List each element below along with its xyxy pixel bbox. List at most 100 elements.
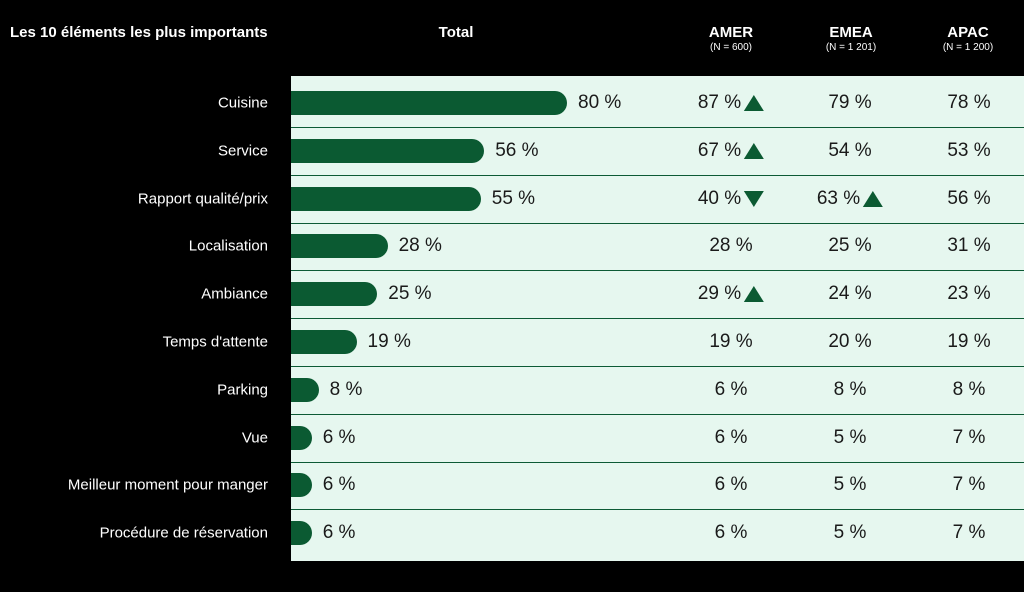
row-divider: [291, 126, 1024, 128]
amer-value: 67 %: [697, 139, 765, 162]
category-label: Localisation: [188, 237, 268, 255]
amer-value-text: 29 %: [697, 283, 742, 305]
emea-value: 5 %: [834, 474, 867, 496]
apac-value: 7 %: [953, 427, 986, 449]
emea-value-text: 79 %: [828, 92, 872, 113]
apac-value-text: 53 %: [947, 139, 991, 161]
emea-value: 20 %: [828, 331, 871, 353]
header-amer: AMER (N = 600): [681, 24, 781, 53]
apac-value-text: 31 %: [947, 235, 991, 257]
emea-value-text: 24 %: [828, 283, 872, 305]
total-value: 8 %: [329, 378, 363, 400]
header-emea-n: (N = 1 201): [825, 42, 877, 53]
total-bar: [291, 377, 319, 402]
row-divider: [291, 174, 1024, 176]
header-amer-n: (N = 600): [710, 42, 752, 53]
amer-value: 6 %: [715, 474, 748, 496]
emea-value: 8 %: [834, 379, 867, 401]
row-divider: [291, 413, 1024, 415]
total-value: 80 %: [578, 92, 622, 113]
total-value: 56 %: [495, 139, 539, 161]
amer-value: 40 %: [697, 187, 765, 210]
emea-value-text: 20 %: [828, 331, 872, 352]
total-bar: [291, 425, 312, 450]
category-label: Vue: [241, 429, 268, 447]
amer-value: 19 %: [709, 331, 752, 353]
header-apac-label: APAC: [947, 24, 989, 41]
apac-value: 7 %: [953, 522, 986, 544]
emea-value: 79 %: [828, 92, 871, 114]
amer-value-text: 87 %: [697, 92, 742, 113]
category-label: Rapport qualité/prix: [137, 190, 268, 208]
total-bar: [291, 234, 388, 259]
chart-panel: 80 % 87 % 79 % 78 % 56 % 67 % 54 % 53 % 55 % 40 %…: [291, 76, 1024, 561]
total-bar: [291, 186, 481, 211]
apac-value-text: 7 %: [952, 474, 986, 496]
row-divider: [291, 509, 1024, 511]
emea-value-text: 8 %: [833, 378, 867, 400]
header-apac-n: (N = 1 200): [942, 42, 994, 53]
apac-value: 8 %: [953, 379, 986, 401]
triangle-down-icon: [744, 190, 765, 207]
category-label: Ambiance: [201, 285, 268, 303]
emea-value-text: 63 %: [816, 187, 861, 209]
amer-value: 6 %: [715, 522, 748, 544]
row-divider: [291, 365, 1024, 367]
amer-value-text: 6 %: [714, 474, 748, 496]
triangle-up-icon: [744, 94, 765, 111]
header-apac: APAC (N = 1 200): [918, 24, 1018, 53]
total-bar: [291, 330, 357, 354]
emea-value: 54 %: [828, 140, 871, 162]
apac-value: 56 %: [947, 188, 990, 210]
emea-value-text: 5 %: [833, 522, 867, 544]
apac-value-text: 7 %: [952, 426, 986, 448]
apac-value-text: 8 %: [952, 378, 986, 400]
row-divider: [291, 461, 1024, 463]
header-emea-label: EMEA: [829, 24, 873, 41]
emea-value-text: 5 %: [833, 426, 867, 448]
emea-value: 25 %: [828, 235, 871, 257]
total-bar: [291, 473, 312, 498]
header-amer-label: AMER: [708, 24, 754, 41]
emea-value-text: 25 %: [828, 235, 872, 257]
apac-value-text: 7 %: [952, 522, 986, 544]
apac-value-text: 19 %: [947, 331, 991, 352]
total-value: 25 %: [388, 283, 432, 305]
amer-value-text: 6 %: [714, 426, 748, 448]
apac-value-text: 78 %: [947, 92, 991, 113]
apac-value: 7 %: [953, 474, 986, 496]
triangle-up-icon: [863, 190, 884, 207]
row-divider: [291, 318, 1024, 320]
emea-value-text: 5 %: [833, 474, 867, 496]
total-value: 6 %: [322, 474, 356, 496]
apac-value: 31 %: [947, 235, 990, 257]
row-divider: [291, 270, 1024, 272]
total-value: 28 %: [398, 235, 442, 257]
emea-value: 63 %: [816, 187, 884, 210]
emea-value: 5 %: [834, 522, 867, 544]
amer-value: 6 %: [715, 427, 748, 449]
apac-value: 53 %: [947, 140, 990, 162]
amer-value-text: 67 %: [697, 139, 742, 161]
triangle-up-icon: [744, 286, 765, 303]
category-label: Temps d'attente: [162, 333, 268, 351]
apac-value-text: 56 %: [947, 187, 991, 209]
apac-value: 23 %: [947, 283, 990, 305]
total-value: 55 %: [491, 187, 536, 209]
triangle-up-icon: [744, 142, 765, 159]
amer-value-text: 40 %: [697, 187, 742, 209]
category-label: Procédure de réservation: [99, 524, 268, 542]
total-bar: [291, 282, 378, 307]
category-label: Cuisine: [217, 94, 268, 112]
amer-value-text: 19 %: [709, 331, 753, 352]
apac-value: 78 %: [947, 92, 990, 114]
total-bar: [291, 91, 567, 115]
amer-value: 29 %: [697, 283, 765, 305]
emea-value-text: 54 %: [828, 139, 872, 161]
amer-value: 87 %: [697, 92, 765, 114]
emea-value: 5 %: [834, 427, 867, 449]
header-total: Total: [438, 24, 474, 41]
total-value: 6 %: [322, 426, 356, 448]
category-label: Service: [217, 142, 268, 160]
total-value: 19 %: [367, 331, 411, 352]
